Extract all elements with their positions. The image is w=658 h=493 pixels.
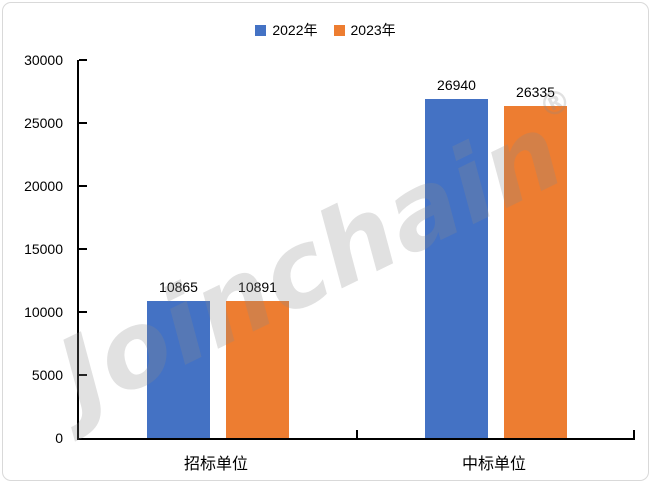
y-tick-label: 5000 bbox=[31, 367, 63, 383]
legend: 2022年 2023年 bbox=[3, 20, 648, 40]
x-tick-mark bbox=[633, 430, 635, 438]
legend-label-2022: 2022年 bbox=[272, 22, 318, 38]
bar-value-label: 10865 bbox=[159, 279, 198, 296]
legend-item-2022: 2022年 bbox=[255, 20, 318, 40]
y-tick-label: 20000 bbox=[24, 178, 63, 194]
bar-value-label: 26335 bbox=[516, 84, 555, 101]
bar-group-zhaobiao: 10865 10891 bbox=[79, 60, 357, 438]
bar-wrap: 10865 bbox=[147, 60, 210, 438]
legend-label-2023: 2023年 bbox=[350, 22, 396, 38]
y-tick-label: 25000 bbox=[24, 115, 63, 131]
bar-groups: 10865 10891 26940 26335 bbox=[79, 60, 635, 438]
category-label-zhongbiao: 中标单位 bbox=[461, 456, 526, 473]
legend-item-2023: 2023年 bbox=[333, 20, 396, 40]
bar-value-label: 10891 bbox=[238, 278, 277, 295]
bar-wrap: 26940 bbox=[425, 60, 488, 438]
x-tick-mark bbox=[356, 430, 358, 438]
y-tick-mark bbox=[79, 248, 87, 250]
bar-value-label: 26940 bbox=[437, 76, 476, 93]
bar-2022-zhaobiao bbox=[147, 301, 210, 438]
y-tick-mark bbox=[79, 374, 87, 376]
y-tick-label: 15000 bbox=[24, 241, 63, 257]
bar-wrap: 26335 bbox=[504, 60, 567, 438]
bar-wrap: 10891 bbox=[226, 60, 289, 438]
y-axis-labels: 30000 25000 20000 15000 10000 5000 0 bbox=[3, 52, 69, 446]
bar-2022-zhongbiao bbox=[425, 98, 488, 438]
y-tick-mark bbox=[79, 311, 87, 313]
y-tick-mark bbox=[79, 185, 87, 187]
legend-swatch-2023-icon bbox=[333, 24, 345, 36]
y-tick-label: 30000 bbox=[24, 52, 63, 68]
legend-swatch-2022-icon bbox=[255, 24, 267, 36]
y-tick-label: 0 bbox=[55, 430, 63, 446]
plot-area: 10865 10891 26940 26335 bbox=[77, 59, 635, 440]
bar-group-zhongbiao: 26940 26335 bbox=[357, 60, 635, 438]
bar-2023-zhaobiao bbox=[226, 300, 289, 438]
y-tick-label: 10000 bbox=[24, 304, 63, 320]
category-label-zhaobiao: 招标单位 bbox=[183, 456, 248, 473]
bar-2023-zhongbiao bbox=[504, 106, 567, 438]
x-axis-category-labels: 招标单位 中标单位 bbox=[77, 446, 633, 474]
y-tick-mark bbox=[79, 59, 87, 61]
y-tick-mark bbox=[79, 122, 87, 124]
chart-frame: 2022年 2023年 30000 25000 20000 15000 1000… bbox=[2, 2, 649, 481]
